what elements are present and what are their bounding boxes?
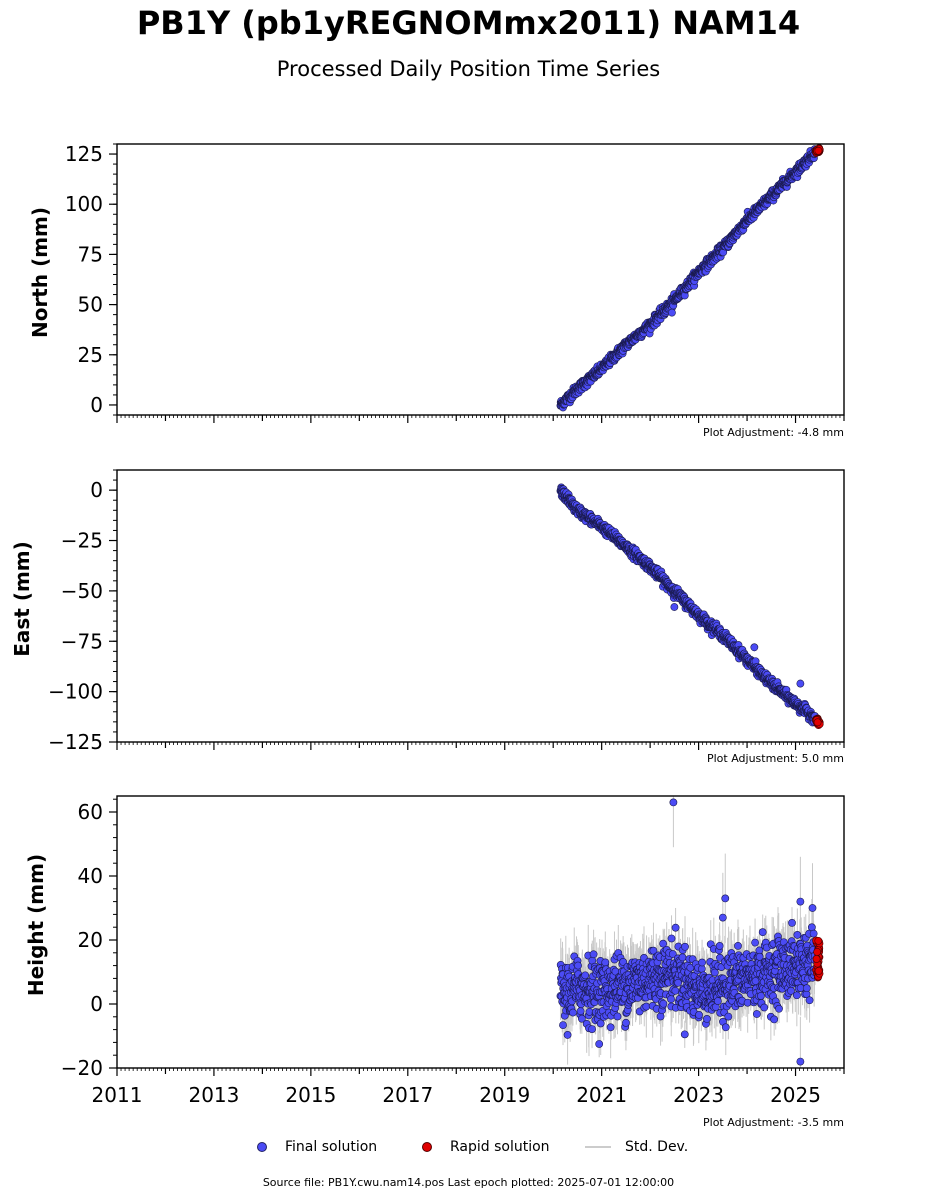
y-tick-label: 25: [78, 343, 103, 367]
y-tick-label: −125: [48, 730, 103, 754]
y-tick-label: −20: [61, 1056, 103, 1080]
y-tick-label: −50: [61, 579, 103, 603]
y-tick-label: 50: [78, 293, 103, 317]
y-tick-label: 75: [78, 242, 103, 266]
plot-frame: [116, 469, 845, 743]
y-axis-label: East (mm): [10, 541, 34, 657]
y-tick-label: 60: [78, 800, 103, 824]
y-tick-label: 0: [90, 478, 103, 502]
x-tick-label: 2023: [673, 1083, 724, 1107]
y-tick-label: 100: [65, 192, 103, 216]
x-tick-label: 2011: [92, 1083, 143, 1107]
y-tick-label: 40: [78, 864, 103, 888]
rapid-solution-point: [814, 146, 823, 155]
final-solution-point: [796, 679, 805, 688]
y-axis-label: Height (mm): [24, 854, 48, 996]
x-tick-label: 2013: [188, 1083, 239, 1107]
y-axis-label: North (mm): [28, 207, 52, 338]
y-tick-label: 125: [65, 142, 103, 166]
final-solution-point: [750, 643, 759, 652]
chart-subtitle: Processed Daily Position Time Series: [276, 57, 661, 81]
y-tick-label: −25: [61, 529, 103, 553]
y-tick-label: −75: [61, 629, 103, 653]
rapid-solution-point: [813, 718, 822, 727]
data-layer: [556, 144, 824, 412]
final-solution-point: [670, 603, 679, 611]
y-tick-label: −100: [48, 680, 103, 704]
x-tick-label: 2019: [479, 1083, 530, 1107]
x-tick-label: 2021: [576, 1083, 627, 1107]
x-tick-label: 2025: [770, 1083, 821, 1107]
plot-adjustment-note: Plot Adjustment: -3.5 mm: [703, 1116, 844, 1129]
data-layer: [556, 796, 824, 1068]
data-layer: [556, 483, 824, 730]
plot-frame: [116, 143, 845, 416]
y-tick-label: 0: [90, 393, 103, 417]
final-solution-point: [668, 308, 676, 317]
plot-adjustment-note: Plot Adjustment: 5.0 mm: [707, 752, 844, 765]
x-tick-label: 2015: [285, 1083, 336, 1107]
x-tick-label: 2017: [382, 1083, 433, 1107]
plot-adjustment-note: Plot Adjustment: -4.8 mm: [703, 426, 844, 439]
chart-title: PB1Y (pb1yREGNOMmx2011) NAM14: [136, 4, 801, 42]
y-tick-label: 20: [78, 928, 103, 952]
y-tick-label: 0: [90, 992, 103, 1016]
